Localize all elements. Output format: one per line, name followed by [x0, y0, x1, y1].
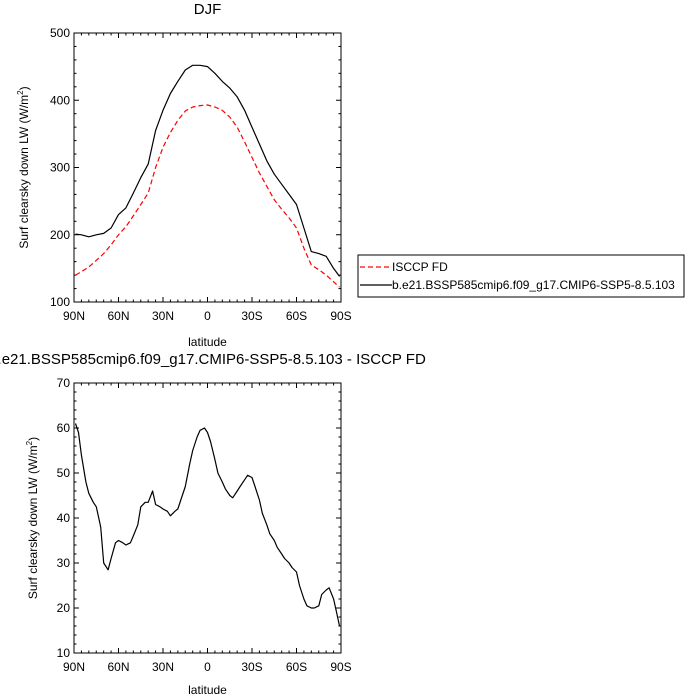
x-tick-label: 60S — [286, 309, 307, 323]
series-line-0 — [74, 423, 341, 627]
x-tick-label: 30S — [241, 309, 262, 323]
top-panel: 90N 60N 30N 0 30S 60S 90S 100 200 300 400 500 DJF lat… — [16, 1, 685, 349]
y-tick-label: 200 — [50, 228, 70, 242]
y-tick-label: 70 — [57, 376, 71, 390]
x-tick-label: 90N — [63, 660, 85, 674]
x-tick-label: 30N — [152, 309, 174, 323]
y-tick-label: 10 — [57, 646, 71, 660]
x-tick-label: 90S — [330, 309, 351, 323]
x-tick-label: 60N — [107, 660, 129, 674]
chart-title: DJF — [194, 1, 222, 18]
x-tick-label: 30N — [152, 660, 174, 674]
y-tick-label: 60 — [57, 421, 71, 435]
y-tick-label: 20 — [57, 601, 71, 615]
y-tick-label: 40 — [57, 511, 71, 525]
y-axis-label: Surf clearsky down LW (W/m2) — [16, 86, 31, 248]
y-axis-label-close: ) — [17, 86, 31, 90]
series-line-1 — [75, 64, 340, 277]
x-tick-label: 90S — [330, 660, 351, 674]
y-axis-label-text: Surf clearsky down LW (W/m — [26, 445, 40, 599]
y-axis-label-superscript: 2 — [25, 440, 34, 445]
y-axis-label: Surf clearsky down LW (W/m2) — [25, 437, 40, 599]
legend-box — [357, 254, 685, 298]
y-axis-label-close: ) — [26, 437, 40, 441]
y-axis-label-text: Surf clearsky down LW (W/m — [17, 95, 31, 249]
x-tick-label: 0 — [204, 660, 211, 674]
y-tick-label: 500 — [50, 26, 70, 40]
x-tick-label: 0 — [204, 309, 211, 323]
series-line-0 — [75, 104, 340, 288]
x-axis-label: latitude — [188, 683, 227, 697]
x-axis-label: latitude — [188, 335, 227, 349]
y-tick-label: 400 — [50, 93, 70, 107]
plot-frame — [73, 382, 342, 654]
y-axis-label-superscript: 2 — [16, 90, 25, 95]
legend-label-0: ISCCP FD — [392, 260, 448, 274]
y-tick-label: 100 — [50, 295, 70, 309]
x-tick-label: 60S — [286, 660, 307, 674]
y-tick-label: 50 — [57, 466, 71, 480]
y-tick-label: 30 — [57, 556, 71, 570]
x-tick-label: 90N — [63, 309, 85, 323]
y-tick-label: 300 — [50, 161, 70, 175]
plot-frame — [73, 32, 342, 303]
legend: ISCCP FD b.e21.BSSP585cmip6.f09_g17.CMIP6… — [357, 254, 685, 298]
x-tick-label: 30S — [241, 660, 262, 674]
x-tick-label: 60N — [107, 309, 129, 323]
bottom-panel: 90N 60N 30N 0 30S 60S 90S 10 20 30 40 50 60 70 b.e21.B… — [0, 351, 426, 697]
chart-title: b.e21.BSSP585cmip6.f09_g17.CMIP6-SSP5-8.… — [0, 351, 426, 368]
legend-label-1: b.e21.BSSP585cmip6.f09_g17.CMIP6-SSP5-8.… — [392, 278, 675, 292]
